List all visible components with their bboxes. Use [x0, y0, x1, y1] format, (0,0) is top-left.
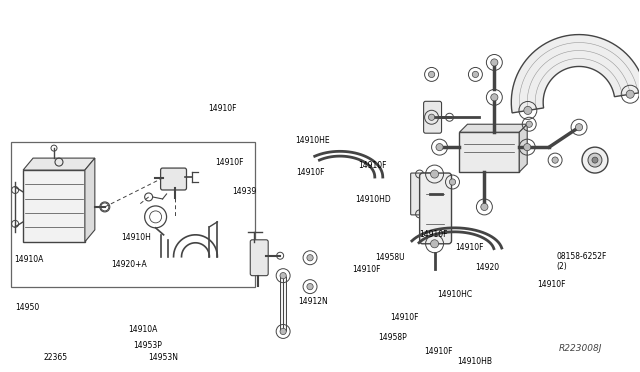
Text: 14910F: 14910F: [296, 167, 324, 177]
Text: 14910F: 14910F: [424, 347, 453, 356]
FancyBboxPatch shape: [250, 240, 268, 276]
Circle shape: [280, 273, 286, 279]
Text: 14910F: 14910F: [209, 104, 237, 113]
Circle shape: [449, 179, 456, 185]
Circle shape: [280, 328, 286, 334]
Text: 14910HD: 14910HD: [355, 195, 390, 205]
FancyBboxPatch shape: [23, 170, 85, 242]
Polygon shape: [23, 158, 95, 170]
Text: 14920: 14920: [476, 263, 500, 272]
Bar: [11, 142, 255, 286]
Text: 14939: 14939: [232, 187, 257, 196]
Circle shape: [431, 240, 438, 248]
Text: 14953P: 14953P: [134, 341, 163, 350]
Polygon shape: [519, 124, 527, 172]
Text: 14910F: 14910F: [456, 243, 484, 252]
Circle shape: [491, 59, 498, 66]
Circle shape: [428, 71, 435, 77]
Circle shape: [582, 147, 608, 173]
Polygon shape: [511, 35, 640, 113]
Circle shape: [491, 94, 498, 101]
Text: 14910A: 14910A: [128, 325, 157, 334]
Circle shape: [481, 203, 488, 211]
Circle shape: [436, 144, 443, 151]
Text: 14920+A: 14920+A: [111, 260, 147, 269]
Text: R223008J: R223008J: [559, 344, 602, 353]
FancyBboxPatch shape: [161, 168, 186, 190]
Text: 14958P: 14958P: [378, 333, 406, 342]
Circle shape: [428, 114, 435, 121]
Circle shape: [575, 124, 582, 131]
Polygon shape: [460, 124, 527, 132]
Circle shape: [592, 157, 598, 163]
FancyBboxPatch shape: [420, 173, 451, 244]
Text: 14910HE: 14910HE: [295, 136, 330, 145]
Circle shape: [588, 153, 602, 167]
Circle shape: [626, 90, 634, 98]
Text: 14910HC: 14910HC: [438, 290, 473, 299]
Circle shape: [431, 170, 438, 178]
Text: 14910F: 14910F: [352, 265, 380, 274]
FancyBboxPatch shape: [424, 101, 442, 133]
Text: 14912N: 14912N: [298, 297, 328, 306]
Text: 14910F: 14910F: [537, 280, 566, 289]
Text: 14910F: 14910F: [420, 230, 448, 239]
Text: 14910A: 14910A: [14, 255, 44, 264]
Circle shape: [526, 121, 532, 127]
Circle shape: [524, 144, 531, 151]
Text: 08158-6252F
(2): 08158-6252F (2): [556, 252, 607, 272]
Text: 14958U: 14958U: [375, 253, 404, 262]
Text: 14910HB: 14910HB: [458, 357, 493, 366]
Polygon shape: [85, 158, 95, 242]
Circle shape: [307, 283, 313, 290]
Text: 14910F: 14910F: [216, 158, 244, 167]
Text: 14910F: 14910F: [358, 161, 387, 170]
Text: 22365: 22365: [43, 353, 67, 362]
FancyBboxPatch shape: [411, 173, 431, 215]
FancyBboxPatch shape: [460, 132, 519, 172]
Text: 14910H: 14910H: [121, 233, 150, 242]
Circle shape: [552, 157, 558, 163]
Text: 14910F: 14910F: [390, 313, 418, 322]
Circle shape: [307, 254, 313, 261]
Circle shape: [524, 106, 532, 115]
Text: 14950: 14950: [15, 303, 40, 312]
Text: 14953N: 14953N: [148, 353, 179, 362]
Circle shape: [472, 71, 479, 77]
